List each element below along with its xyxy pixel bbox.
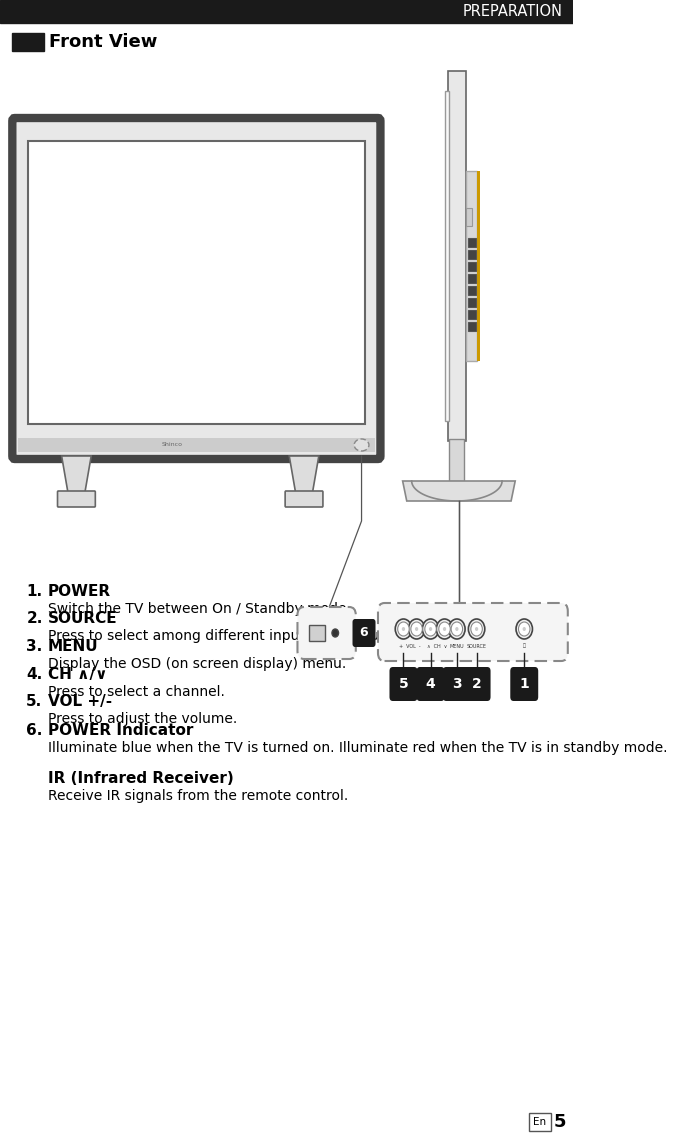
Text: 3: 3 [452,677,461,691]
Circle shape [398,622,409,636]
Text: Press to select a channel.: Press to select a channel. [47,685,224,699]
Text: Press to select among different input signal sources.: Press to select among different input si… [47,629,412,644]
Bar [448,71,466,442]
Text: POWER Indicator: POWER Indicator [47,723,193,738]
Bar [468,310,476,319]
Text: 1.: 1. [26,584,43,599]
Bar [477,171,480,361]
Bar [468,322,476,331]
Text: SOURCE: SOURCE [47,610,117,626]
Text: CH ∧/∨: CH ∧/∨ [47,667,107,682]
Text: PREPARATION: PREPARATION [463,5,563,19]
Bar [28,141,365,424]
Bar [0,0,573,23]
FancyBboxPatch shape [13,118,381,459]
Bar [450,439,464,482]
Bar [445,91,450,421]
Circle shape [332,629,339,637]
Bar [468,274,476,283]
FancyBboxPatch shape [378,602,568,661]
Text: 2: 2 [472,677,482,691]
Circle shape [451,622,463,636]
Bar [18,438,375,452]
Circle shape [395,620,412,639]
Circle shape [455,628,459,631]
Text: VOL +/-: VOL +/- [47,694,112,709]
Text: Front View: Front View [49,33,158,51]
Bar [468,238,476,246]
Bar [466,208,473,226]
Circle shape [443,628,446,631]
Bar [468,286,476,296]
Bar [13,33,43,51]
Bar [466,171,477,361]
FancyBboxPatch shape [58,491,95,507]
Circle shape [401,628,405,631]
Polygon shape [403,482,515,501]
Text: Switch the TV between On / Standby mode.: Switch the TV between On / Standby mode. [47,602,351,616]
FancyBboxPatch shape [353,620,376,647]
Text: MENU: MENU [47,639,98,654]
Text: Illuminate blue when the TV is turned on. Illuminate red when the TV is in stand: Illuminate blue when the TV is turned on… [47,741,667,755]
Text: MENU: MENU [450,644,464,648]
Bar [468,298,476,307]
Text: SOURCE: SOURCE [466,644,487,648]
Bar [529,1112,551,1131]
Text: IR (Infrared Receiver): IR (Infrared Receiver) [47,771,233,786]
Circle shape [411,622,422,636]
Circle shape [436,620,453,639]
Polygon shape [61,456,91,494]
Polygon shape [289,456,319,494]
Bar [468,250,476,259]
Text: 6.: 6. [26,723,43,738]
Circle shape [415,628,418,631]
Circle shape [424,622,436,636]
Bar [309,625,325,641]
Text: 5: 5 [399,677,408,691]
Ellipse shape [354,439,369,451]
FancyBboxPatch shape [463,667,491,701]
Text: Receive IR signals from the remote control.: Receive IR signals from the remote contr… [47,788,348,803]
Circle shape [449,620,465,639]
FancyBboxPatch shape [510,667,538,701]
Text: ∧  CH  ∨: ∧ CH ∨ [427,644,447,648]
FancyBboxPatch shape [285,491,323,507]
Text: ⏻: ⏻ [523,644,526,648]
Circle shape [516,620,533,639]
Text: Display the OSD (on screen display) menu.: Display the OSD (on screen display) menu… [47,657,346,671]
Circle shape [429,628,432,631]
Circle shape [471,622,482,636]
Text: 1: 1 [519,677,529,691]
FancyBboxPatch shape [390,667,418,701]
Text: 6: 6 [360,626,368,639]
Text: 2.: 2. [26,610,43,626]
Circle shape [523,628,526,631]
Text: En: En [533,1117,546,1127]
Text: 5.: 5. [26,694,43,709]
Text: 4: 4 [426,677,436,691]
Text: 4.: 4. [26,667,43,682]
Circle shape [422,620,439,639]
Text: +  VOL  -: + VOL - [399,644,421,648]
FancyBboxPatch shape [298,607,355,659]
Text: 3.: 3. [26,639,43,654]
Text: Press to adjust the volume.: Press to adjust the volume. [47,712,237,726]
Text: Shinco: Shinco [161,443,182,447]
Text: POWER: POWER [47,584,111,599]
Text: 5: 5 [553,1112,566,1131]
Bar [468,262,476,272]
FancyBboxPatch shape [417,667,445,701]
FancyBboxPatch shape [443,667,471,701]
Circle shape [468,620,485,639]
Circle shape [475,628,478,631]
Circle shape [408,620,424,639]
Circle shape [519,622,530,636]
Circle shape [439,622,450,636]
